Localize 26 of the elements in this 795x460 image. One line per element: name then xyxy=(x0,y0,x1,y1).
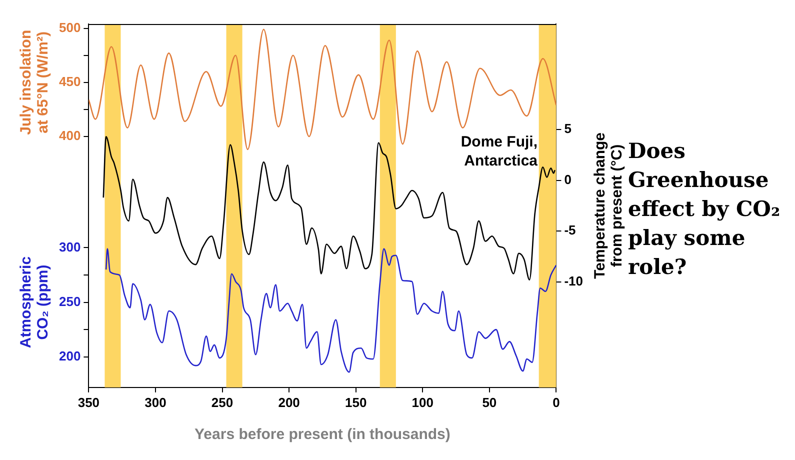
y2-tick-label: 5 xyxy=(564,121,572,136)
x-tick-label: 250 xyxy=(211,394,234,410)
x-tick-label: 200 xyxy=(278,394,300,410)
y-tick-label: 450 xyxy=(58,74,81,89)
x-tick-label: 150 xyxy=(344,394,367,410)
x-tick-label: 100 xyxy=(412,394,434,410)
y2-tick-label: -5 xyxy=(564,222,576,238)
y2-tick-label: 0 xyxy=(564,172,572,187)
series-label: Dome Fuji, Antarctica xyxy=(460,133,538,170)
y3-tick-label: 300 xyxy=(58,239,81,254)
y3-axis-title: Atmospheric CO₂ (ppm) xyxy=(18,256,52,348)
x-tick-label: 300 xyxy=(144,394,166,410)
y2-tick-label: -10 xyxy=(564,273,584,288)
line-series xyxy=(105,248,556,373)
y3-tick-label: 200 xyxy=(58,348,81,364)
y-tick-label: 400 xyxy=(58,128,81,144)
y-tick-label: 500 xyxy=(58,20,81,35)
line-series xyxy=(88,28,556,150)
x-tick-label: 50 xyxy=(482,394,497,410)
y2-axis-title: Temperature change from present (°C) xyxy=(592,132,626,279)
text: Does Greenhouse effect by CO₂ play some role? xyxy=(628,137,782,281)
y3-tick-label: 250 xyxy=(58,294,81,309)
x-tick-label: 350 xyxy=(78,394,100,410)
x-axis-title: Years before present (in thousands) xyxy=(194,426,450,444)
x-tick-label: 0 xyxy=(552,394,560,410)
y-axis-title: July insolation at 65°N (W/m²) xyxy=(18,30,52,135)
